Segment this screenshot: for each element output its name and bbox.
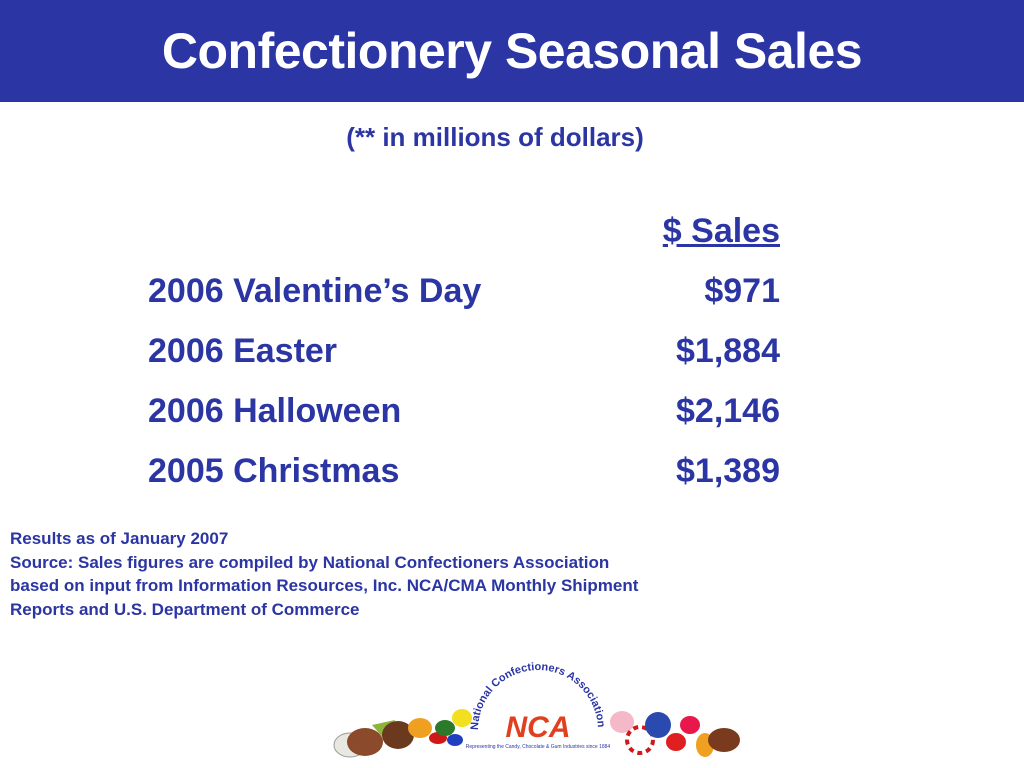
logo-mark: NCA (506, 711, 571, 744)
row-label: 2005 Christmas (148, 452, 400, 490)
column-header: $ Sales (662, 212, 780, 250)
footnote-line: based on input from Information Resource… (10, 576, 639, 595)
candies-left (333, 709, 472, 758)
nca-logo: National Confectioners Association NCA R… (466, 661, 611, 750)
row-label: 2006 Easter (148, 332, 338, 370)
row-value: $971 (704, 272, 780, 310)
subtitle: (** in millions of dollars) (346, 122, 644, 152)
row-value: $1,389 (676, 452, 780, 490)
footnote-line: Source: Sales figures are compiled by Na… (10, 552, 610, 572)
logo-tagline: Representing the Candy, Chocolate & Gum … (466, 744, 611, 750)
footnote: Results as of January 2007 Source: Sales… (10, 527, 638, 621)
footnote-line: Results as of January 2007 (10, 529, 229, 548)
row-value: $2,146 (676, 392, 780, 430)
candies-right (610, 711, 740, 757)
row-value: $1,884 (676, 332, 780, 370)
row-label: 2006 Halloween (148, 392, 402, 430)
slide-title: Confectionery Seasonal Sales (161, 23, 863, 79)
row-label: 2006 Valentine’s Day (148, 272, 482, 310)
title-bar (0, 0, 1024, 102)
footnote-line: Reports and U.S. Department of Commerce (10, 599, 360, 619)
